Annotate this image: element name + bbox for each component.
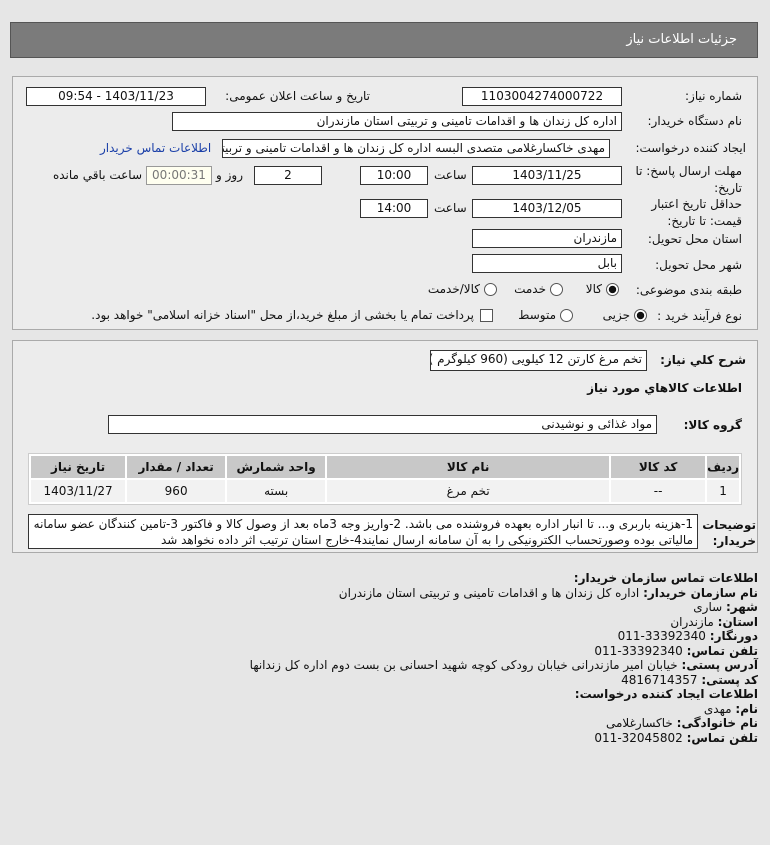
treasury-payment-checkbox[interactable] — [480, 309, 493, 322]
process-minor-label: جزیی — [602, 308, 630, 322]
table-row: 1 -- تخم مرغ بسته 960 1403/11/27 — [31, 480, 739, 502]
creator-phone-label: تلفن تماس: — [686, 730, 758, 745]
payment-note: پرداخت تمام یا بخشی از مبلغ خرید،از محل … — [91, 308, 474, 322]
table-header-row: ردیف کد کالا نام کالا واحد شمارش تعداد /… — [31, 456, 739, 478]
buyer-field[interactable]: اداره کل زندان ها و اقدامات تامینی و ترب… — [172, 112, 622, 131]
validity-date-field[interactable]: 1403/12/05 — [472, 199, 622, 218]
phone-value: 33392340-011 — [594, 643, 683, 658]
validity-label: حداقل تاریخ اعتبار قیمت: تا تاریخ: — [651, 197, 742, 228]
goods-table: ردیف کد کالا نام کالا واحد شمارش تعداد /… — [28, 453, 742, 505]
process-radio-medium[interactable] — [560, 309, 573, 322]
city-label: شهر محل تحویل: — [655, 258, 742, 272]
remaining-time-field: 00:00:31 — [146, 166, 212, 185]
col-name: نام کالا — [327, 456, 610, 478]
validity-time-label: ساعت — [434, 201, 467, 215]
process-radio-minor[interactable] — [634, 309, 647, 322]
category-both-label: کالا/خدمت — [427, 282, 480, 296]
category-radio-service[interactable] — [550, 283, 563, 296]
group-label: گروه کالا: — [683, 418, 742, 432]
cell-date: 1403/11/27 — [31, 480, 126, 502]
fax-label: دورنگار: — [709, 629, 758, 643]
fax-value: 33392340-011 — [617, 629, 706, 643]
buyer-contact-link[interactable]: اطلاعات تماس خریدار — [100, 141, 212, 155]
deadline-label: مهلت ارسال پاسخ: تا تاریخ: — [635, 164, 742, 195]
org-label: نام سازمان خریدار: — [643, 585, 758, 600]
process-medium-label: متوسط — [518, 308, 556, 322]
goods-info-title: اطلاعات كالاهاي مورد نياز — [587, 381, 742, 395]
deadline-time-label: ساعت — [434, 168, 467, 182]
cell-unit: بسته — [227, 480, 326, 502]
deadline-time-field[interactable]: 10:00 — [360, 166, 428, 185]
remaining-label: ساعت باقي مانده — [52, 168, 142, 182]
summary-field[interactable]: تخم مرغ کارتن 12 کیلویی (960 کیلوگرم ) — [430, 350, 647, 371]
notes-label: توضیحات خریدار: — [702, 518, 756, 548]
family-label: نام خانوادگی: — [676, 716, 758, 730]
name-label: نام: — [735, 701, 758, 716]
cell-qty: 960 — [127, 480, 226, 502]
validity-time-field[interactable]: 14:00 — [360, 199, 428, 218]
col-row: ردیف — [707, 456, 739, 478]
need-number-label: شماره نیاز: — [685, 89, 742, 103]
days-label: روز و — [216, 168, 243, 182]
city-value: ساری — [693, 600, 723, 614]
deadline-date-field[interactable]: 1403/11/25 — [472, 166, 622, 185]
col-date: تاریخ نیاز — [31, 456, 126, 478]
notes-field: 1-هزینه باربری و... تا انبار اداره بعهده… — [28, 514, 698, 549]
creator-info-title: اطلاعات ایجاد کننده درخواست: — [574, 687, 758, 701]
days-field[interactable]: 2 — [254, 166, 322, 185]
need-number-field[interactable]: 1103004274000722 — [462, 87, 622, 106]
group-field[interactable]: مواد غذائی و نوشیدنی — [108, 415, 657, 434]
page-header: جزئیات اطلاعات نیاز — [10, 22, 758, 58]
address-label: آدرس پستی: — [681, 658, 758, 672]
category-goods-label: کالا — [585, 282, 602, 296]
city-label: شهر: — [726, 600, 758, 614]
creator-field[interactable]: مهدی خاکسارغلامی متصدی البسه اداره کل زن… — [222, 139, 610, 158]
contact-title: اطلاعات تماس سازمان خریدار: — [573, 571, 758, 585]
city-field[interactable]: بابل — [472, 254, 622, 273]
col-qty: تعداد / مقدار — [127, 456, 226, 478]
category-label: طبقه بندی موضوعی: — [635, 283, 742, 297]
category-radio-both[interactable] — [484, 283, 497, 296]
contact-info: اطلاعات تماس سازمان خریدار: نام سازمان خ… — [250, 571, 758, 745]
category-radio-goods[interactable] — [606, 283, 619, 296]
cell-row: 1 — [707, 480, 739, 502]
cell-name: تخم مرغ — [327, 480, 610, 502]
page-title: جزئیات اطلاعات نیاز — [626, 32, 737, 47]
cell-code: -- — [611, 480, 706, 502]
name-value: مهدی — [703, 701, 732, 716]
creator-label: ایجاد کننده درخواست: — [635, 141, 746, 155]
address-value: خیابان امیر مازندرانی خیابان رودکی کوچه … — [249, 658, 678, 672]
creator-phone-value: 32045802-011 — [594, 730, 683, 745]
buyer-label: نام دستگاه خریدار: — [647, 114, 743, 128]
announce-label: تاریخ و ساعت اعلان عمومی: — [225, 89, 370, 103]
province-label: استان: — [717, 614, 758, 629]
postal-value: 4816714357 — [621, 672, 698, 687]
col-unit: واحد شمارش — [227, 456, 326, 478]
process-label: نوع فرآیند خرید : — [657, 309, 742, 323]
province-field[interactable]: مازندران — [472, 229, 622, 248]
province-label: استان محل تحویل: — [647, 232, 742, 246]
announce-field[interactable]: 1403/11/23 - 09:54 — [26, 87, 206, 106]
province-value: مازندران — [670, 614, 714, 629]
org-value: اداره کل زندان ها و اقدامات تامینی و ترب… — [338, 585, 640, 600]
postal-label: کد پستی: — [701, 672, 758, 687]
col-code: کد کالا — [611, 456, 706, 478]
category-service-label: خدمت — [514, 282, 546, 296]
summary-label: شرح کلي نياز: — [660, 353, 746, 367]
phone-label: تلفن تماس: — [686, 643, 758, 658]
family-value: خاکسارغلامی — [606, 716, 673, 730]
